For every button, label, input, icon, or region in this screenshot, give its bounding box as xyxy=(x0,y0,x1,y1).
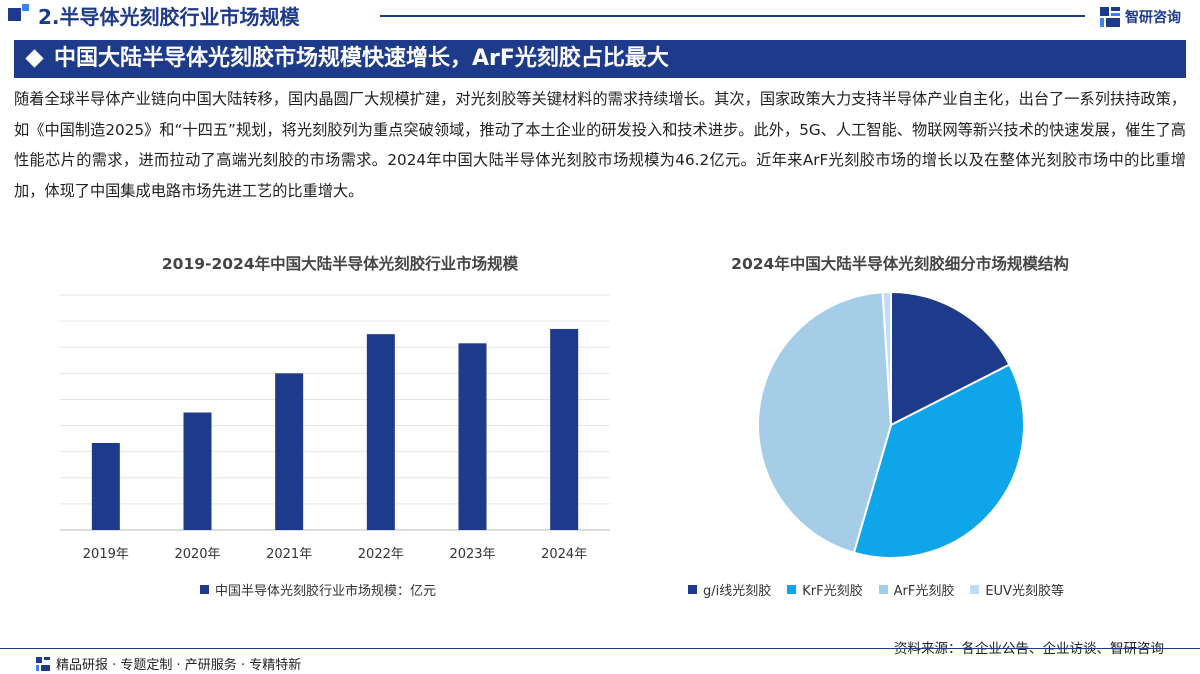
bar xyxy=(275,373,304,530)
footer-divider xyxy=(0,648,1200,649)
logo-text: 智研咨询 xyxy=(1125,10,1181,26)
bar xyxy=(183,412,212,530)
pie-legend-label: ArF光刻胶 xyxy=(893,584,955,599)
footer-logo-icon xyxy=(36,656,50,671)
pie-legend-label: EUV光刻胶等 xyxy=(985,584,1064,599)
bar xyxy=(550,328,579,530)
pie-chart-legend: g/i线光刻胶 KrF光刻胶 ArF光刻胶 EUV光刻胶等 xyxy=(688,580,1080,599)
pie-legend-swatch xyxy=(787,585,797,594)
x-tick-label: 2019年 xyxy=(83,547,129,562)
bar xyxy=(458,343,487,530)
bar xyxy=(366,334,395,530)
bar-chart-title: 2019-2024年中国大陆半导体光刻胶行业市场规模 xyxy=(161,255,519,273)
footer: 精品研报 · 专题定制 · 产研服务 · 专精特新 xyxy=(36,654,301,673)
footer-text: 精品研报 · 专题定制 · 产研服务 · 专精特新 xyxy=(56,658,302,673)
pie-chart xyxy=(757,290,1025,559)
section-divider xyxy=(380,15,1085,17)
diamond-icon xyxy=(25,49,44,68)
bar-legend-swatch xyxy=(200,585,209,594)
x-tick-label: 2023年 xyxy=(449,547,495,562)
pie-legend-item: EUV光刻胶等 xyxy=(970,580,1064,599)
logo: 智研咨询 xyxy=(1100,6,1181,28)
pie-slice xyxy=(881,290,892,426)
pie-legend-label: g/i线光刻胶 xyxy=(703,584,772,599)
x-tick-label: 2022年 xyxy=(358,547,404,562)
section-square-icon xyxy=(8,8,21,21)
title-banner: 中国大陆半导体光刻胶市场规模快速增长，ArF光刻胶占比最大 xyxy=(14,40,1186,78)
pie-slice xyxy=(757,291,893,554)
pie-legend-item: ArF光刻胶 xyxy=(878,580,955,599)
section-small-square-icon xyxy=(22,4,29,11)
x-tick-label: 2020年 xyxy=(174,547,220,562)
pie-legend-item: KrF光刻胶 xyxy=(787,580,863,599)
x-tick-label: 2021年 xyxy=(266,547,312,562)
bar-chart-legend: 中国半导体光刻胶行业市场规模：亿元 xyxy=(200,580,436,599)
x-tick-label: 2024年 xyxy=(541,547,587,562)
intro-paragraph: 随着全球半导体产业链向中国大陆转移，国内晶圆厂大规模扩建，对光刻胶等关键材料的需… xyxy=(14,90,1186,200)
pie-slice xyxy=(890,290,1011,427)
section-title: 2.半导体光刻胶行业市场规模 xyxy=(38,5,300,29)
pie-legend-label: KrF光刻胶 xyxy=(802,584,863,599)
section-header: 2.半导体光刻胶行业市场规模 智研咨询 xyxy=(0,0,1200,36)
bar-legend-label: 中国半导体光刻胶行业市场规模：亿元 xyxy=(215,584,437,599)
bar xyxy=(91,442,120,530)
pie-legend-swatch xyxy=(878,585,888,594)
pie-legend-item: g/i线光刻胶 xyxy=(688,580,771,599)
pie-legend-swatch xyxy=(970,585,980,594)
pie-chart-title: 2024年中国大陆半导体光刻胶细分市场规模结构 xyxy=(731,255,1069,273)
banner-title: 中国大陆半导体光刻胶市场规模快速增长，ArF光刻胶占比最大 xyxy=(54,46,669,71)
pie-legend-swatch xyxy=(688,585,697,594)
source-note: 资料来源：各企业公告、企业访谈、智研咨询 xyxy=(894,641,1164,657)
bar-chart: 2019年 2020年 2021年 2022年 2023年 2024年 xyxy=(60,294,610,562)
pie-slice xyxy=(852,363,1025,559)
zhiyan-logo-icon xyxy=(1100,7,1120,27)
